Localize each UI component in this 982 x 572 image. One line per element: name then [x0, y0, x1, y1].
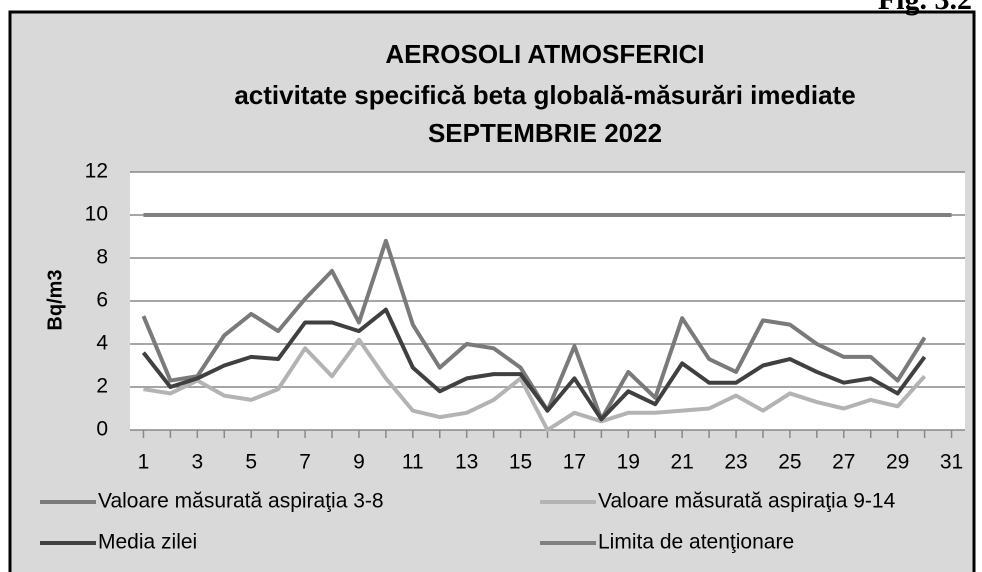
y-tick-label: 0 [96, 418, 108, 441]
x-tick-label: 13 [455, 451, 478, 474]
chart-title: SEPTEMBRIE 2022 [428, 118, 662, 148]
y-tick-label: 12 [85, 160, 108, 183]
chart-title: AEROSOLI ATMOSFERICI [385, 39, 704, 69]
x-tick-label: 17 [563, 451, 586, 474]
x-tick-label: 25 [778, 451, 801, 474]
x-tick-label: 31 [940, 451, 963, 474]
x-tick-label: 23 [724, 451, 747, 474]
x-tick-label: 1 [138, 451, 150, 474]
x-tick-label: 21 [670, 451, 693, 474]
chart-title: activitate specifică beta globală-măsură… [234, 80, 855, 110]
x-tick-label: 3 [191, 451, 203, 474]
series-line [141, 307, 927, 422]
y-tick-label: 4 [96, 332, 108, 355]
figure-label: Fig. 3.2 [878, 0, 972, 16]
x-tick-label: 9 [353, 451, 365, 474]
legend-label: Valoare măsurată aspiraţia 9-14 [598, 490, 896, 513]
x-tick-label: 19 [617, 451, 640, 474]
legend-label: Valoare măsurată aspiraţia 3-8 [98, 490, 384, 513]
legend-label: Limita de atenţionare [598, 531, 794, 554]
y-tick-label: 10 [85, 203, 108, 226]
y-tick-label: 6 [96, 289, 108, 312]
x-tick-label: 5 [245, 451, 257, 474]
x-tick-label: 15 [509, 451, 532, 474]
x-tick-label: 27 [832, 451, 855, 474]
y-axis-label: Bq/m3 [44, 269, 66, 330]
x-tick-label: 7 [299, 451, 311, 474]
y-tick-label: 8 [96, 246, 108, 269]
x-tick-label: 29 [886, 451, 909, 474]
series-line [143, 337, 927, 432]
legend-label: Media zilei [98, 531, 197, 554]
x-tick-label: 11 [402, 451, 424, 474]
y-tick-label: 2 [96, 375, 108, 398]
